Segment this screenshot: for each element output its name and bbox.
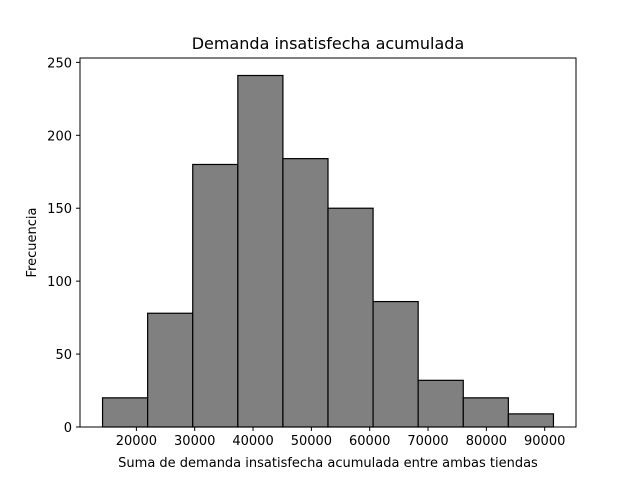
histogram-bar-0 (101, 397, 149, 428)
x-tick-label: 70000 (407, 434, 448, 449)
x-tick-label: 60000 (349, 434, 390, 449)
x-tick-label: 90000 (524, 434, 565, 449)
histogram-bar-2 (192, 163, 239, 428)
plot-frame (79, 57, 577, 428)
chart-title: Demanda insatisfecha acumulada (192, 34, 465, 53)
x-axis-label: Suma de demanda insatisfecha acumulada e… (118, 456, 538, 471)
histogram-bar-7 (417, 379, 464, 428)
x-tick-label: 20000 (116, 434, 157, 449)
histogram-bar-5 (327, 207, 374, 428)
y-tick-label: 50 (55, 348, 72, 363)
histogram-bar-3 (237, 74, 284, 428)
y-axis-label: Frecuencia (25, 208, 40, 278)
y-tick-label: 250 (47, 56, 72, 71)
x-tick-label: 40000 (232, 434, 273, 449)
x-tick-label: 80000 (466, 434, 507, 449)
y-tick-label: 150 (47, 202, 72, 217)
x-tick-label: 30000 (174, 434, 215, 449)
y-axis-ticks: 0 50 100 150 200 250 (47, 56, 80, 436)
histogram-bar-9 (507, 413, 555, 428)
histogram-bar-8 (462, 397, 509, 428)
x-axis-ticks: 20000 30000 40000 50000 60000 70000 80000 90000 (116, 427, 565, 449)
y-tick-label: 0 (64, 421, 72, 436)
bars-group (101, 74, 555, 428)
histogram-bar-6 (372, 300, 419, 428)
histogram-bar-1 (147, 312, 194, 428)
x-tick-label: 50000 (291, 434, 332, 449)
histogram-bar-4 (282, 158, 329, 428)
y-tick-label: 200 (47, 129, 72, 144)
y-tick-label: 100 (47, 275, 72, 290)
